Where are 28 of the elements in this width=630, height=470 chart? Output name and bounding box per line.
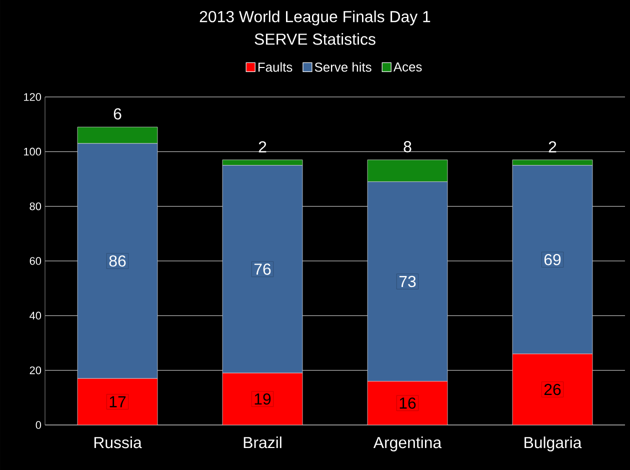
data-label: 73 [399,276,416,288]
y-tick-label: 40 [30,312,42,320]
chart-title: 2013 World League Finals Day 1 [200,10,430,26]
data-label: 26 [544,384,561,396]
x-tick-label: Bulgaria [524,436,582,452]
legend-label: Aces [393,62,422,72]
y-tick-label: 20 [30,366,42,374]
data-label: 6 [114,108,122,120]
legend-label: Serve hits [314,62,372,72]
y-tick-label: 60 [30,257,42,265]
y-tick-label: 0 [36,421,42,429]
data-label: 2 [548,141,556,152]
y-tick-label: 120 [24,93,42,101]
x-tick-label: Argentina [373,436,442,452]
y-tick-label: 80 [30,202,42,210]
x-tick-label: Russia [94,436,142,448]
data-label: 8 [404,141,412,152]
y-tick-label: 100 [24,148,42,156]
data-label: 17 [110,396,126,408]
x-tick-label: Brazil [244,436,282,448]
data-label: 19 [254,393,271,405]
legend-label: Faults [258,62,292,72]
data-label: 16 [400,397,416,409]
data-label: 86 [109,255,126,267]
data-label: 69 [544,254,561,266]
data-label: 76 [254,264,271,275]
data-label: 2 [258,141,266,152]
chart-subtitle: SERVE Statistics [254,33,376,45]
